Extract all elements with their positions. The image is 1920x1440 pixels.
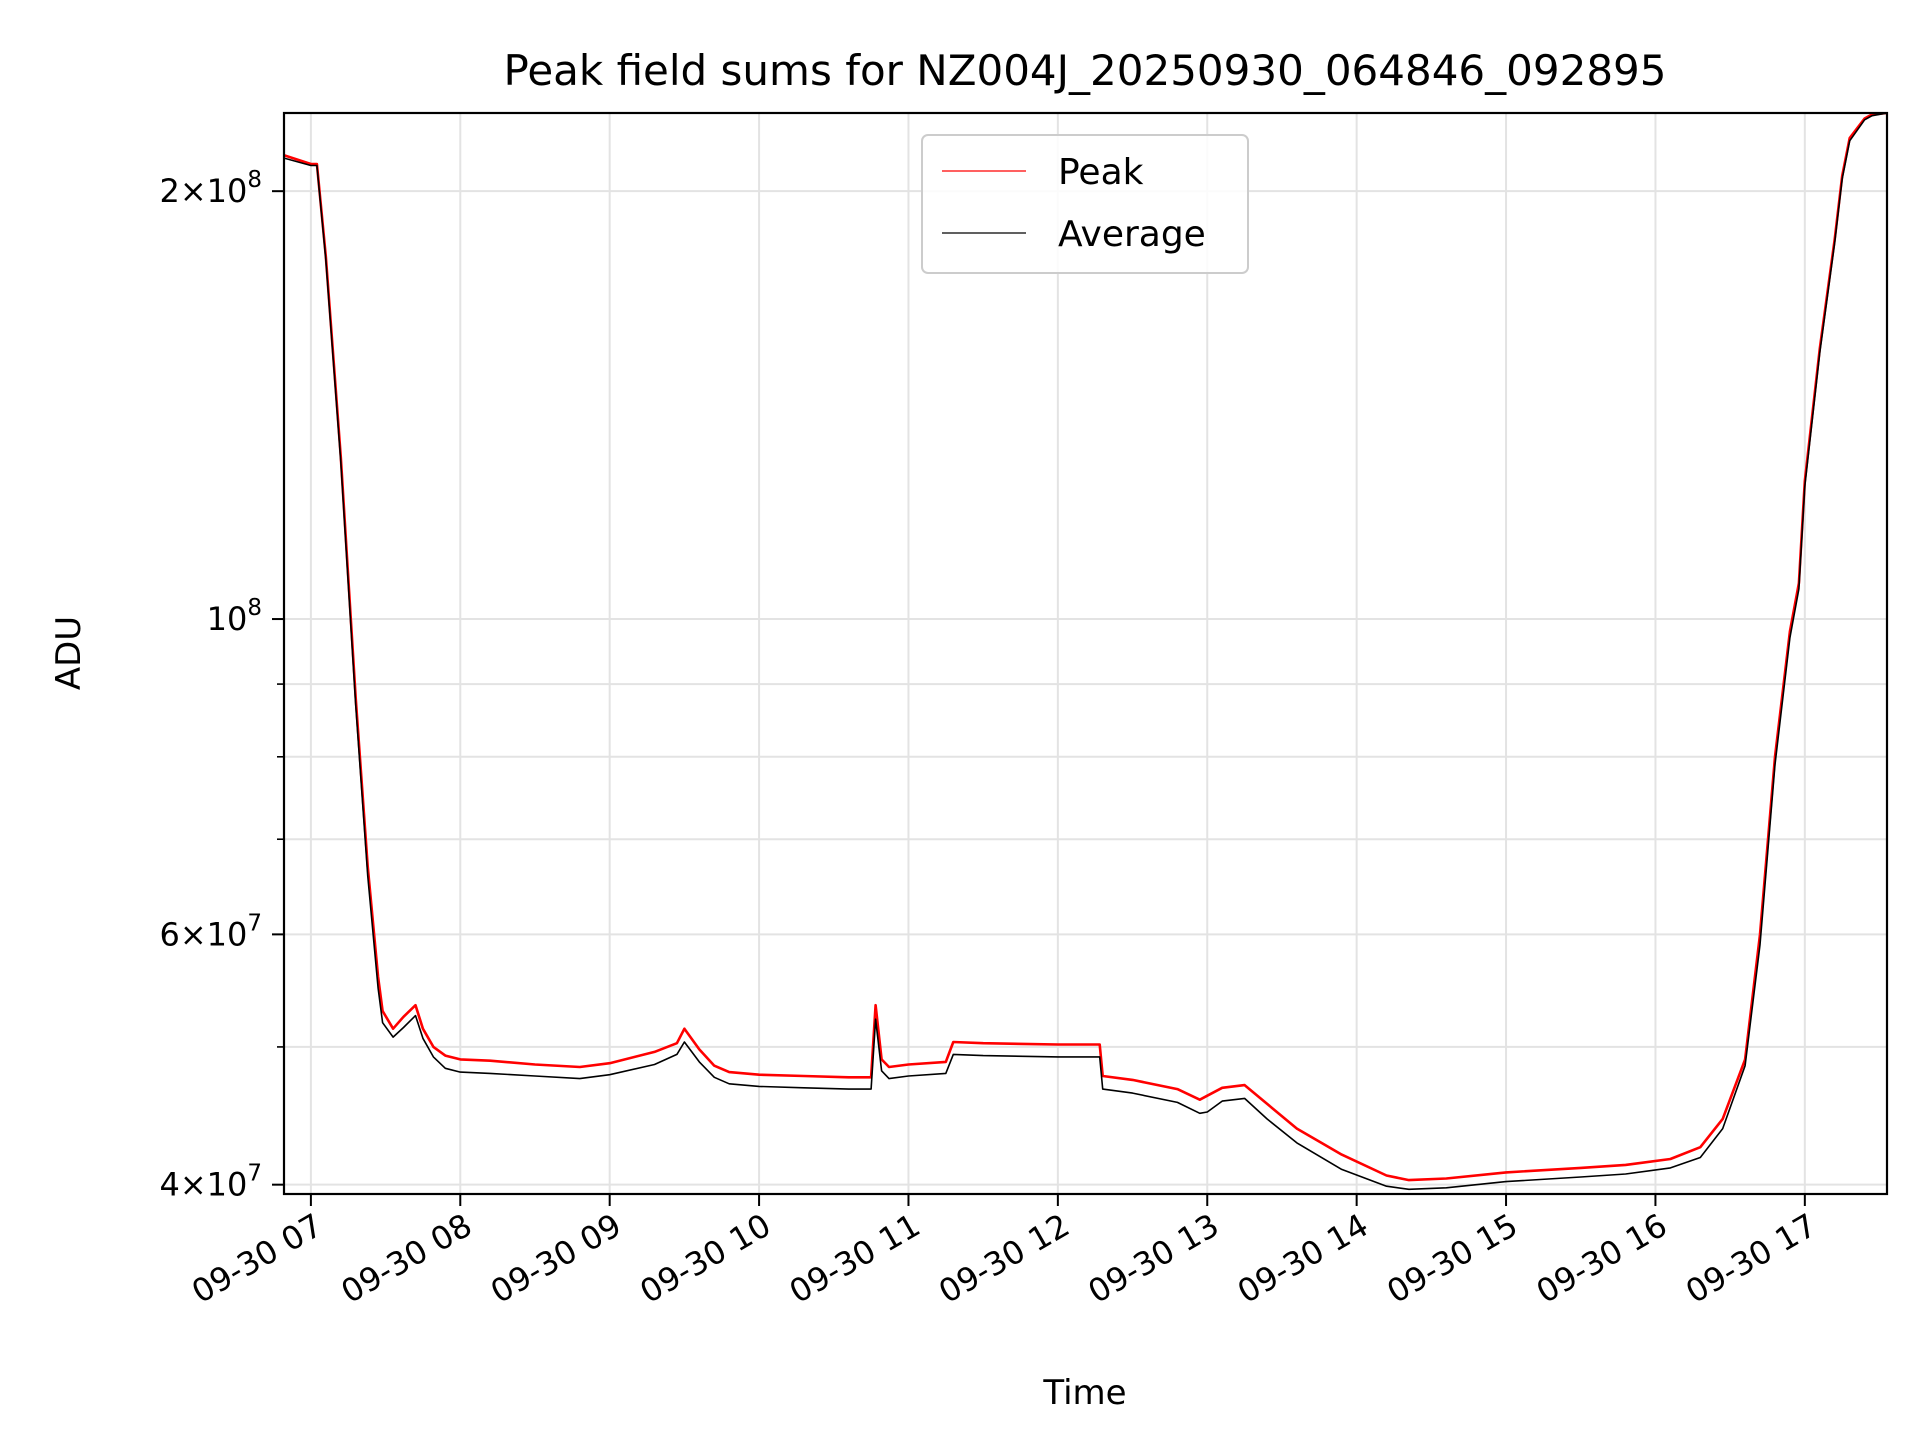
x-axis-label: Time <box>1042 1373 1126 1413</box>
y-tick-label: 6×107 <box>159 910 262 953</box>
y-tick-label: 2×108 <box>159 167 262 210</box>
y-tick-label: 4×107 <box>159 1161 262 1204</box>
grid <box>284 113 1887 1194</box>
legend-box <box>921 134 1249 274</box>
legend-peak-label: Peak <box>1058 152 1144 193</box>
series-peak-line <box>284 113 1887 1182</box>
y-axis: 4×107 6×107 108 2×108 <box>159 167 284 1204</box>
plot-frame <box>282 111 1889 1196</box>
series-average-line <box>284 113 1887 1191</box>
y-tick-label: 108 <box>207 595 262 638</box>
legend-average-label: Average <box>1058 214 1206 255</box>
chart-title: Peak field sums for NZ004J_20250930_0648… <box>504 46 1667 95</box>
legend[interactable]: Peak Average <box>921 134 1249 274</box>
y-axis-label: ADU <box>49 616 89 690</box>
plot-lines <box>284 113 1887 1191</box>
